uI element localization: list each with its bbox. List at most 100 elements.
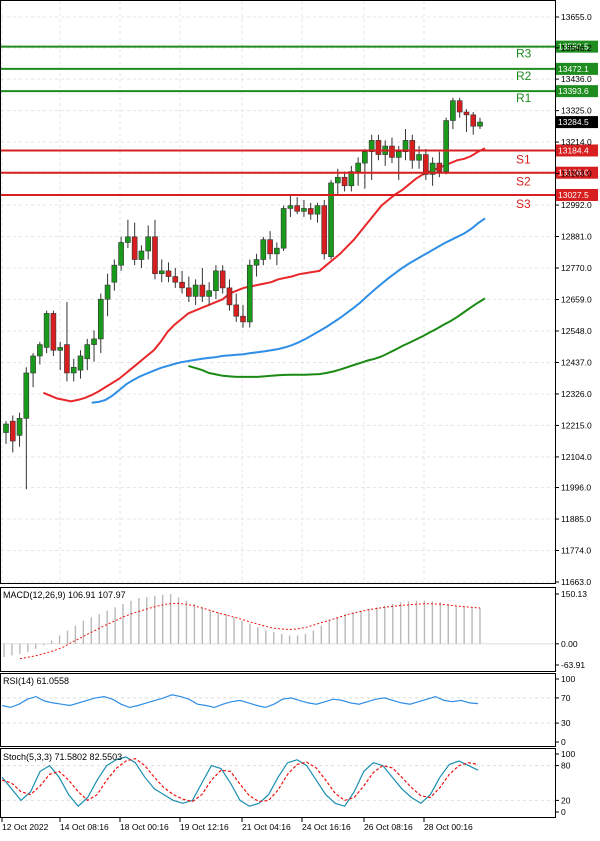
candle-body [226,287,233,306]
candle-body [463,111,470,116]
moving-average-line-3 [188,297,486,378]
level-price-box [556,62,598,75]
candle-body [328,182,334,257]
price-tick-label: 12437.0 [561,357,592,367]
level-name-r3: R3 [516,47,532,61]
price-tick-label: 13655.0 [561,12,592,22]
candle-body [77,355,84,371]
level-name-s1: S1 [516,152,531,166]
stoch-panel-frame [0,748,556,818]
candle-body [206,290,212,297]
price-tick-label: 12881.0 [561,232,592,242]
price-tick-label: 12548.0 [561,326,592,336]
stoch-tick-label: 100 [561,749,575,759]
price-tick-label: 11774.0 [561,546,591,556]
candle-body [70,366,77,374]
candle-body [389,145,395,158]
macd-indicator: 150.13 0.00 -63.91 [1,589,587,670]
current-price-box [556,116,598,129]
candle-body [274,247,280,255]
stoch-d-line [1,757,479,803]
macd-tick-label: -63.91 [561,660,585,670]
price-tick-label: 11996.0 [561,483,591,493]
candle-body [233,304,240,317]
candle-body [91,338,97,345]
stoch-tick-label: 20 [561,795,571,805]
moving-averages [43,147,486,404]
price-tick-label: 12992.0 [561,200,592,210]
price-axis: 13655.0 13546.2 13436.0 13325.0 13214.0 13103… [555,12,592,587]
candle-body [172,276,179,283]
stoch-label: Stoch(5,3,3) 71.5802 82.5503 [3,752,122,762]
price-tick-label: 13436.0 [561,74,592,84]
price-tick-label: 13546.2 [561,43,592,53]
candle-body [125,236,131,243]
candle-body [470,114,477,127]
candle-body [111,264,118,283]
candle-body [145,236,151,252]
candle-body [334,176,341,184]
level-price-label: 13106.0 [558,168,589,178]
candle-body [57,347,63,351]
grid-lines [1,1,555,583]
time-tick-label: 14 Oct 08:16 [60,822,109,832]
rsi-tick-label: 0 [561,737,566,747]
time-tick-label: 18 Oct 00:16 [120,822,169,832]
price-tick-label: 12215.0 [561,420,592,430]
price-tick-label: 12326.0 [561,389,592,399]
candle-body [362,151,368,164]
level-price-box [556,40,598,53]
time-axis: 12 Oct 2022 14 Oct 08:16 18 Oct 00:16 19 Oc… [1,818,473,832]
candle-body [186,287,192,297]
level-price-label: 13027.5 [558,190,589,200]
stochastic-indicator: 100 80 20 0 [1,749,575,817]
rsi-indicator: 100 70 30 0 [1,674,575,747]
rsi-panel-frame [0,673,556,747]
candle-body [355,162,361,172]
price-tick-label: 12104.0 [561,452,592,462]
candle-body [267,239,273,255]
candle-body [179,281,185,289]
stoch-k-line [1,756,479,808]
candle-body [9,420,16,442]
level-name-r2: R2 [516,69,532,83]
candle-body [50,313,57,351]
stoch-tick-label: 0 [561,807,566,817]
candle-body [64,344,70,374]
price-tick-label: 12659.0 [561,295,592,305]
time-tick-label: 12 Oct 2022 [2,822,49,832]
main-panel-frame [0,0,556,584]
moving-average-line-2 [91,217,486,404]
candle-body [280,208,287,249]
candle-body [213,270,219,292]
rsi-tick-label: 70 [561,693,571,703]
candle-body [23,372,30,419]
price-tick-label: 13214.0 [561,137,592,147]
level-price-label: 13550.5 [558,42,589,52]
candle-body [368,140,375,153]
candle-body [199,284,206,297]
rsi-tick-label: 100 [561,674,575,684]
macd-signal-line [19,602,481,660]
macd-panel-frame [0,587,556,672]
candle-body [395,151,402,158]
candle-body [456,100,463,113]
candle-body [416,154,422,161]
moving-average-line-1 [43,147,486,403]
time-tick-label: 28 Oct 00:16 [424,822,473,832]
price-tick-label: 13103.0 [561,169,592,179]
candle-body [314,205,321,215]
candle-body [260,239,267,260]
time-tick-label: 21 Oct 04:16 [242,822,291,832]
candle-body [287,205,294,209]
rsi-line [1,694,479,709]
candle-body [3,423,9,433]
price-tick-label: 11885.0 [561,514,591,524]
candle-body [321,205,328,255]
candle-body [158,270,165,274]
pivot-levels: R3 13550.5 R2 13472.1 R1 13393.6 S1 13184.4 S2 13… [1,40,598,211]
candle-body [104,284,111,300]
level-price-label: 13184.4 [558,145,589,155]
time-tick-label: 19 Oct 12:16 [180,822,229,832]
